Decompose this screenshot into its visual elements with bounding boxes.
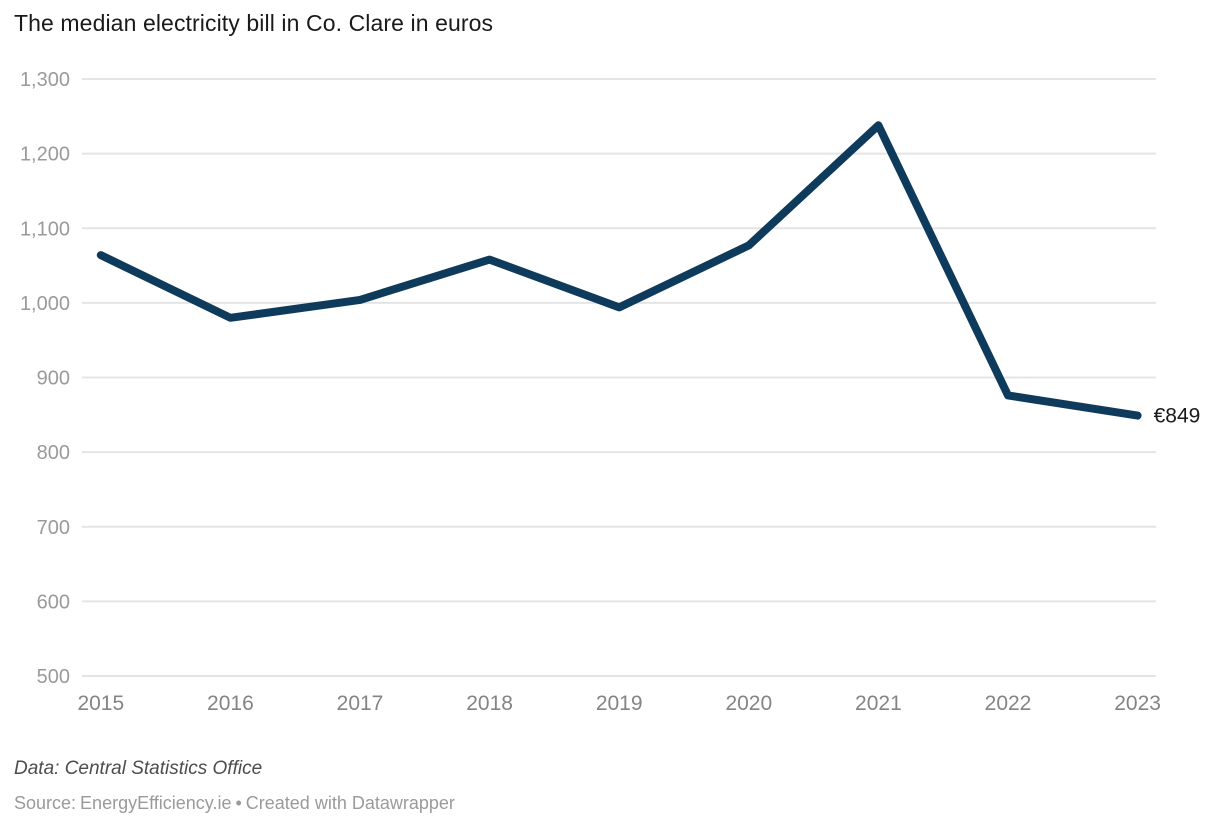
y-axis-tick-label: 900 — [37, 368, 70, 390]
y-axis-tick-label: 700 — [37, 517, 70, 539]
datawrapper-credit[interactable]: Created with Datawrapper — [245, 793, 455, 813]
y-axis-tick-label: 600 — [37, 591, 70, 613]
x-axis-tick-label: 2023 — [1114, 692, 1161, 715]
separator-dot: • — [235, 793, 242, 813]
line-chart: 500 600 700 800 900 1,000 1,100 1,200 1,300 2015 2… — [20, 69, 1201, 715]
source-line: Source: EnergyEfficiency.ie • Created with … — [14, 793, 1204, 814]
x-axis-tick-label: 2020 — [725, 692, 772, 715]
y-axis-tick-label: 1,200 — [20, 144, 70, 166]
data-line — [96, 121, 1142, 420]
chart-title: The median electricity bill in Co. Clare… — [14, 10, 494, 36]
y-axis-tick-label: 1,300 — [20, 69, 70, 91]
x-axis-tick-label: 2018 — [466, 692, 513, 715]
y-axis-tick-label: 800 — [37, 442, 70, 464]
y-axis-tick-label: 1,100 — [20, 218, 70, 240]
x-axis-tick-label: 2022 — [985, 692, 1032, 715]
y-axis-tick-label: 500 — [37, 666, 70, 688]
end-value-label: €849 — [1154, 405, 1201, 428]
x-axis-tick-label: 2019 — [596, 692, 643, 715]
data-note: Data: Central Statistics Office — [14, 758, 263, 779]
x-axis-tick-label: 2015 — [77, 692, 124, 715]
y-axis-tick-label: 1,000 — [20, 293, 70, 315]
x-axis-tick-label: 2016 — [207, 692, 254, 715]
x-axis-tick-label: 2017 — [337, 692, 384, 715]
x-axis-tick-label: 2021 — [855, 692, 902, 715]
source-link[interactable]: EnergyEfficiency.ie — [80, 793, 232, 813]
chart-footer: Data: Central Statistics Office Source: E… — [14, 758, 1204, 814]
source-prefix: Source: — [14, 793, 77, 813]
